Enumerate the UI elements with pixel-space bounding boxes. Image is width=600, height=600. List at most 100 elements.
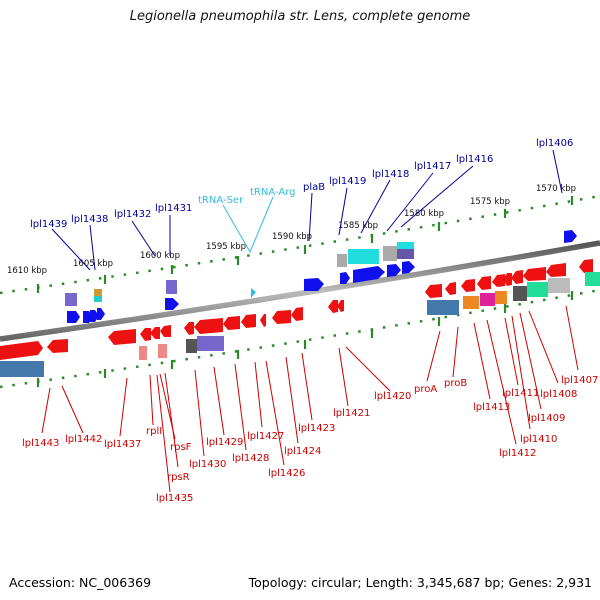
ruler-label: 1590 kbp (272, 232, 312, 242)
gene-block (197, 336, 224, 351)
gene-arrow (0, 341, 43, 360)
gene-label: lpl1413 (473, 402, 510, 413)
gene-arrow (47, 339, 68, 353)
gene-arrow (546, 263, 566, 277)
gene-label: lpl1426 (268, 468, 305, 479)
gene-block (0, 361, 44, 377)
gene-arrow (67, 311, 80, 323)
gene-arrow (387, 264, 401, 277)
gene-arrow (425, 284, 442, 298)
gene-arrow (461, 279, 475, 292)
gene-label: lpl1409 (528, 413, 565, 424)
gene-block (585, 272, 600, 286)
gene-label: lpl1410 (520, 434, 557, 445)
gene-block (94, 289, 102, 296)
gene-label: lpl1429 (206, 437, 243, 448)
gene-arrow (523, 267, 546, 281)
gene-label: lpl1417 (414, 161, 451, 172)
gene-arrow (340, 272, 350, 284)
gene-arrow (511, 270, 523, 284)
gene-arrow (337, 300, 344, 312)
gene-arrow (564, 230, 577, 243)
gene-arrow (160, 325, 171, 337)
gene-label: lpl1427 (247, 431, 284, 442)
forward-strand-genes (65, 230, 577, 323)
gene-arrow (291, 307, 303, 321)
major-ticks (36, 196, 574, 387)
gene-block (548, 278, 570, 293)
gene-label: plaB (303, 182, 325, 193)
gene-label: lpl1411 (502, 388, 539, 399)
gene-label: lpl1431 (155, 203, 192, 214)
gene-block (158, 344, 167, 358)
gene-block (513, 286, 527, 301)
gene-label: lpl1437 (104, 439, 141, 450)
gene-arrow (304, 278, 324, 291)
gene-block (348, 249, 379, 264)
gene-label: lpl1435 (156, 493, 193, 504)
topology-text: Topology: circular; Length: 3,345,687 bp… (248, 575, 592, 590)
trna-leader-lines (222, 196, 274, 254)
trna-label: tRNA-Arg (250, 187, 295, 198)
gene-label: lpl1412 (499, 448, 536, 459)
gene-label: rpsF (170, 442, 192, 453)
ruler-label: 1580 kbp (404, 209, 444, 219)
gene-block (527, 282, 548, 297)
reverse-strand-genes (0, 259, 600, 377)
gene-block (427, 300, 459, 315)
gene-label: lpl1424 (284, 446, 321, 457)
gene-arrow (492, 274, 505, 287)
gene-arrow (223, 316, 240, 330)
gene-arrow (402, 261, 415, 274)
gene-block (397, 249, 414, 259)
gene-arrow (97, 308, 105, 320)
gene-arrow (328, 300, 338, 313)
gene-arrow (445, 282, 456, 295)
gene-label: lpl1442 (65, 434, 102, 445)
gene-label: lpl1423 (298, 423, 335, 434)
gene-arrow (194, 318, 223, 334)
genome-backbone (0, 240, 600, 342)
ruler-label: 1595 kbp (206, 242, 246, 252)
gene-label: lpl1419 (329, 176, 366, 187)
gene-block (139, 346, 147, 360)
gene-arrow (150, 327, 160, 339)
top-leader-lines (51, 149, 563, 271)
gene-label: lpl1421 (333, 408, 370, 419)
gene-arrow (260, 314, 266, 327)
ruler-label: 1570 kbp (536, 184, 576, 194)
gene-arrow (108, 329, 136, 345)
gene-label: rplI (146, 426, 162, 437)
gene-block (495, 291, 507, 304)
bottom-leader-lines (41, 305, 579, 493)
gene-block (166, 280, 177, 294)
ruler-label: 1585 kbp (338, 221, 378, 231)
gene-block (480, 293, 495, 306)
gene-label: lpl1420 (374, 391, 411, 402)
map-title: Legionella pneumophila str. Lens, comple… (129, 9, 471, 24)
gene-label: proB (444, 378, 467, 389)
gene-label: proA (414, 384, 437, 395)
gene-arrow (184, 322, 194, 335)
gene-label: lpl1428 (232, 453, 269, 464)
gene-label: lpl1432 (114, 209, 151, 220)
gene-label: lpl1416 (456, 154, 493, 165)
gene-arrow (579, 259, 593, 273)
gene-label: lpl1418 (372, 169, 409, 180)
gene-block (397, 242, 414, 249)
gene-label: lpl1430 (189, 459, 226, 470)
gene-block (65, 293, 77, 306)
trna-gene-arrow (251, 288, 256, 298)
gene-arrow (241, 314, 256, 328)
gene-label: rpsR (167, 472, 190, 483)
gene-label: lpl1407 (561, 375, 598, 386)
gene-label: lpl1408 (540, 389, 577, 400)
gene-block (337, 254, 347, 267)
gene-arrow (90, 310, 99, 322)
ruler-label: 1610 kbp (7, 266, 47, 276)
gene-label: lpl1406 (536, 138, 573, 149)
trna-label: tRNA-Ser (198, 195, 244, 206)
gene-label: lpl1438 (71, 214, 108, 225)
gene-block (94, 296, 102, 302)
